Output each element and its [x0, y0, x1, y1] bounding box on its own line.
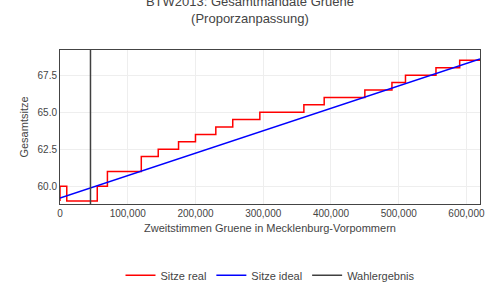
svg-text:600,000: 600,000: [448, 208, 485, 219]
svg-text:300,000: 300,000: [245, 208, 282, 219]
svg-text:Wahlergebnis: Wahlergebnis: [347, 270, 414, 282]
svg-text:Sitze ideal: Sitze ideal: [251, 270, 302, 282]
svg-text:400,000: 400,000: [313, 208, 350, 219]
svg-text:BTW2013: Gesamtmandate Gruene(: BTW2013: Gesamtmandate Gruene(Proporzanp…: [146, 0, 354, 26]
svg-text:62.5: 62.5: [38, 144, 58, 155]
svg-text:Sitze real: Sitze real: [161, 270, 207, 282]
svg-text:65.0: 65.0: [38, 107, 58, 118]
svg-text:200,000: 200,000: [177, 208, 214, 219]
svg-text:100,000: 100,000: [110, 208, 147, 219]
svg-text:60.0: 60.0: [38, 181, 58, 192]
svg-text:0: 0: [57, 208, 63, 219]
svg-text:67.5: 67.5: [38, 70, 58, 81]
svg-text:500,000: 500,000: [381, 208, 418, 219]
svg-text:Gesamtsitze: Gesamtsitze: [18, 96, 30, 157]
svg-text:Zweitstimmen Gruene in Mecklen: Zweitstimmen Gruene in Mecklenburg-Vorpo…: [144, 222, 396, 234]
